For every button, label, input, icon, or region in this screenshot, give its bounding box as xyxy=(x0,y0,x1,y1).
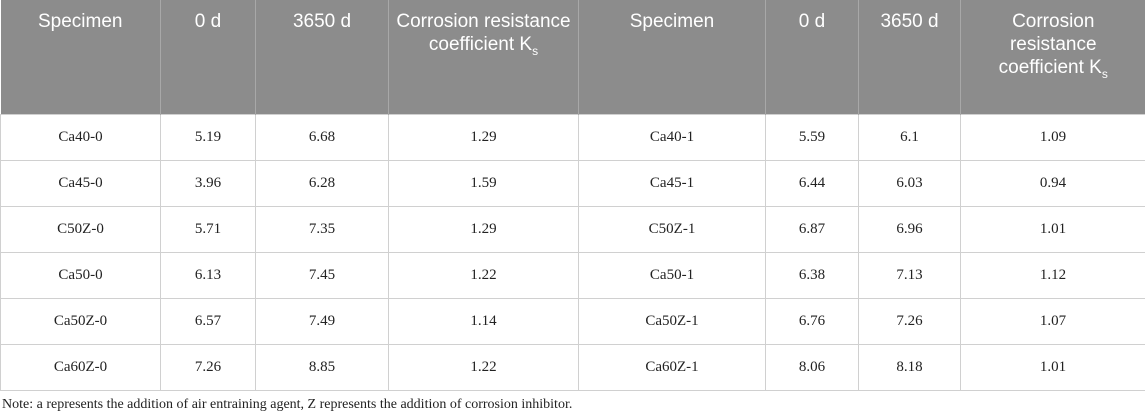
table-row: Ca45-0 3.96 6.28 1.59 Ca45-1 6.44 6.03 0.94 xyxy=(0,160,1145,207)
header-cell: Specimen xyxy=(0,0,161,115)
header-text: 0 d xyxy=(798,11,826,32)
value-cell: 6.76 xyxy=(765,298,859,345)
header-subscript: s xyxy=(532,43,539,58)
value-cell: 1.07 xyxy=(960,298,1145,345)
value-cell: 6.57 xyxy=(160,298,256,345)
header-cell: Specimen xyxy=(578,0,766,115)
header-cell: Corrosion resistance coefficient Ks xyxy=(388,0,579,115)
specimen-cell: Ca50-1 xyxy=(578,252,766,299)
specimen-cell: Ca60Z-1 xyxy=(578,344,766,391)
header-text: 3650 d xyxy=(880,11,939,32)
value-cell: 6.1 xyxy=(858,114,961,161)
header-text: Corrosion resistance coefficient K xyxy=(396,11,571,55)
data-table: Specimen 0 d 3650 d Corrosion resistance co… xyxy=(0,0,1145,391)
value-cell: 1.22 xyxy=(388,344,579,391)
value-cell: 0.94 xyxy=(960,160,1145,207)
header-cell: Corrosion resistance coefficient Ks xyxy=(960,0,1145,115)
table-row: C50Z-0 5.71 7.35 1.29 C50Z-1 6.87 6.96 1.01 xyxy=(0,206,1145,253)
value-cell: 1.29 xyxy=(388,206,579,253)
value-cell: 8.85 xyxy=(255,344,389,391)
value-cell: 6.38 xyxy=(765,252,859,299)
header-cell: 0 d xyxy=(765,0,859,115)
table-row: Ca40-0 5.19 6.68 1.29 Ca40-1 5.59 6.1 1.09 xyxy=(0,114,1145,161)
table-body: Ca40-0 5.19 6.68 1.29 Ca40-1 5.59 6.1 1.09 Ca45-… xyxy=(0,114,1145,391)
value-cell: 6.13 xyxy=(160,252,256,299)
header-text: Corrosion resistance coefficient K xyxy=(998,11,1102,78)
value-cell: 7.13 xyxy=(858,252,961,299)
specimen-cell: Ca50Z-1 xyxy=(578,298,766,345)
value-cell: 1.29 xyxy=(388,114,579,161)
value-cell: 7.26 xyxy=(858,298,961,345)
value-cell: 1.59 xyxy=(388,160,579,207)
specimen-cell: Ca45-1 xyxy=(578,160,766,207)
value-cell: 1.09 xyxy=(960,114,1145,161)
header-text: Specimen xyxy=(38,11,123,32)
specimen-cell: C50Z-1 xyxy=(578,206,766,253)
value-cell: 7.35 xyxy=(255,206,389,253)
header-text: Specimen xyxy=(629,11,715,32)
value-cell: 5.19 xyxy=(160,114,256,161)
header-text: 0 d xyxy=(194,11,222,32)
value-cell: 6.87 xyxy=(765,206,859,253)
value-cell: 7.49 xyxy=(255,298,389,345)
value-cell: 7.45 xyxy=(255,252,389,299)
header-subscript: s xyxy=(1101,66,1108,81)
header-text: 3650 d xyxy=(292,11,352,32)
value-cell: 7.26 xyxy=(160,344,256,391)
specimen-cell: C50Z-0 xyxy=(0,206,161,253)
specimen-cell: Ca45-0 xyxy=(0,160,161,207)
table-row: Ca60Z-0 7.26 8.85 1.22 Ca60Z-1 8.06 8.18 1.01 xyxy=(0,344,1145,391)
value-cell: 6.44 xyxy=(765,160,859,207)
value-cell: 1.12 xyxy=(960,252,1145,299)
value-cell: 8.18 xyxy=(858,344,961,391)
specimen-cell: Ca50-0 xyxy=(0,252,161,299)
specimen-cell: Ca60Z-0 xyxy=(0,344,161,391)
header-cell: 3650 d xyxy=(255,0,389,115)
header-cell: 0 d xyxy=(160,0,256,115)
header-row: Specimen 0 d 3650 d Corrosion resistance co… xyxy=(0,0,1145,115)
value-cell: 1.01 xyxy=(960,344,1145,391)
table-row: Ca50Z-0 6.57 7.49 1.14 Ca50Z-1 6.76 7.26 1.07 xyxy=(0,298,1145,345)
value-cell: 1.22 xyxy=(388,252,579,299)
table-note: Note: a represents the addition of air e… xyxy=(2,397,573,412)
value-cell: 6.96 xyxy=(858,206,961,253)
value-cell: 6.28 xyxy=(255,160,389,207)
value-cell: 6.68 xyxy=(255,114,389,161)
value-cell: 5.71 xyxy=(160,206,256,253)
table-row: Ca50-0 6.13 7.45 1.22 Ca50-1 6.38 7.13 1.12 xyxy=(0,252,1145,299)
specimen-cell: Ca40-1 xyxy=(578,114,766,161)
value-cell: 1.14 xyxy=(388,298,579,345)
value-cell: 8.06 xyxy=(765,344,859,391)
value-cell: 6.03 xyxy=(858,160,961,207)
specimen-cell: Ca40-0 xyxy=(0,114,161,161)
specimen-cell: Ca50Z-0 xyxy=(0,298,161,345)
value-cell: 5.59 xyxy=(765,114,859,161)
value-cell: 3.96 xyxy=(160,160,256,207)
header-cell: 3650 d xyxy=(858,0,961,115)
value-cell: 1.01 xyxy=(960,206,1145,253)
